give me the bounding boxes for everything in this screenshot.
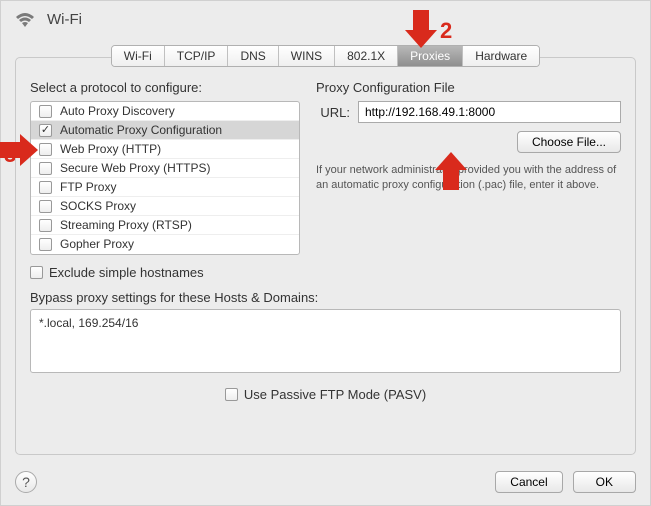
protocol-label: FTP Proxy xyxy=(60,180,116,194)
protocol-item[interactable]: Secure Web Proxy (HTTPS) xyxy=(31,159,299,178)
choose-file-button[interactable]: Choose File... xyxy=(517,131,621,153)
protocol-checkbox[interactable] xyxy=(39,143,52,156)
protocol-item[interactable]: SOCKS Proxy xyxy=(31,197,299,216)
protocol-label: Web Proxy (HTTP) xyxy=(60,142,161,156)
settings-panel: Select a protocol to configure: Auto Pro… xyxy=(15,57,636,455)
protocol-checkbox[interactable] xyxy=(39,105,52,118)
exclude-hostnames-label: Exclude simple hostnames xyxy=(49,265,204,280)
protocol-label: Automatic Proxy Configuration xyxy=(60,123,222,137)
protocol-label: Gopher Proxy xyxy=(60,237,134,251)
tab-dns[interactable]: DNS xyxy=(228,46,278,66)
url-label: URL: xyxy=(316,105,350,120)
protocol-list[interactable]: Auto Proxy Discovery ✓ Automatic Proxy Con… xyxy=(30,101,300,255)
ok-button[interactable]: OK xyxy=(573,471,636,493)
protocol-label: SOCKS Proxy xyxy=(60,199,136,213)
window-header: Wi-Fi xyxy=(1,1,650,33)
tab-802-1x[interactable]: 802.1X xyxy=(335,46,398,66)
protocol-checkbox[interactable] xyxy=(39,200,52,213)
tab-tcp-ip[interactable]: TCP/IP xyxy=(165,46,229,66)
tab-bar: Wi-FiTCP/IPDNSWINS802.1XProxiesHardware xyxy=(1,35,650,57)
protocol-checkbox[interactable] xyxy=(39,238,52,251)
protocol-item[interactable]: Streaming Proxy (RTSP) xyxy=(31,216,299,235)
protocol-label: Secure Web Proxy (HTTPS) xyxy=(60,161,210,175)
passive-ftp-label: Use Passive FTP Mode (PASV) xyxy=(244,387,426,402)
passive-ftp-checkbox[interactable] xyxy=(225,388,238,401)
tab-proxies[interactable]: Proxies xyxy=(398,46,463,66)
wifi-icon xyxy=(13,9,37,29)
footer: ? Cancel OK xyxy=(1,465,650,505)
bypass-textarea[interactable]: *.local, 169.254/16 xyxy=(30,309,621,373)
proxy-config-file-label: Proxy Configuration File xyxy=(316,80,621,95)
preferences-window: Wi-Fi Wi-FiTCP/IPDNSWINS802.1XProxiesHar… xyxy=(0,0,651,506)
tab-wins[interactable]: WINS xyxy=(279,46,335,66)
protocol-item[interactable]: Auto Proxy Discovery xyxy=(31,102,299,121)
protocol-section-label: Select a protocol to configure: xyxy=(30,80,300,95)
hint-text: If your network administrator provided y… xyxy=(316,163,621,194)
url-input[interactable] xyxy=(358,101,621,123)
protocol-label: Auto Proxy Discovery xyxy=(60,104,175,118)
window-title: Wi-Fi xyxy=(47,11,82,28)
protocol-checkbox[interactable]: ✓ xyxy=(39,124,52,137)
protocol-checkbox[interactable] xyxy=(39,181,52,194)
protocol-checkbox[interactable] xyxy=(39,162,52,175)
help-button[interactable]: ? xyxy=(15,471,37,493)
protocol-checkbox[interactable] xyxy=(39,219,52,232)
protocol-item[interactable]: FTP Proxy xyxy=(31,178,299,197)
cancel-button[interactable]: Cancel xyxy=(495,471,562,493)
tab-hardware[interactable]: Hardware xyxy=(463,46,539,66)
protocol-item[interactable]: ✓ Automatic Proxy Configuration xyxy=(31,121,299,140)
exclude-hostnames-checkbox[interactable] xyxy=(30,266,43,279)
protocol-item[interactable]: Gopher Proxy xyxy=(31,235,299,253)
tab-wi-fi[interactable]: Wi-Fi xyxy=(112,46,165,66)
protocol-item[interactable]: Web Proxy (HTTP) xyxy=(31,140,299,159)
protocol-label: Streaming Proxy (RTSP) xyxy=(60,218,192,232)
bypass-label: Bypass proxy settings for these Hosts & … xyxy=(30,290,621,305)
